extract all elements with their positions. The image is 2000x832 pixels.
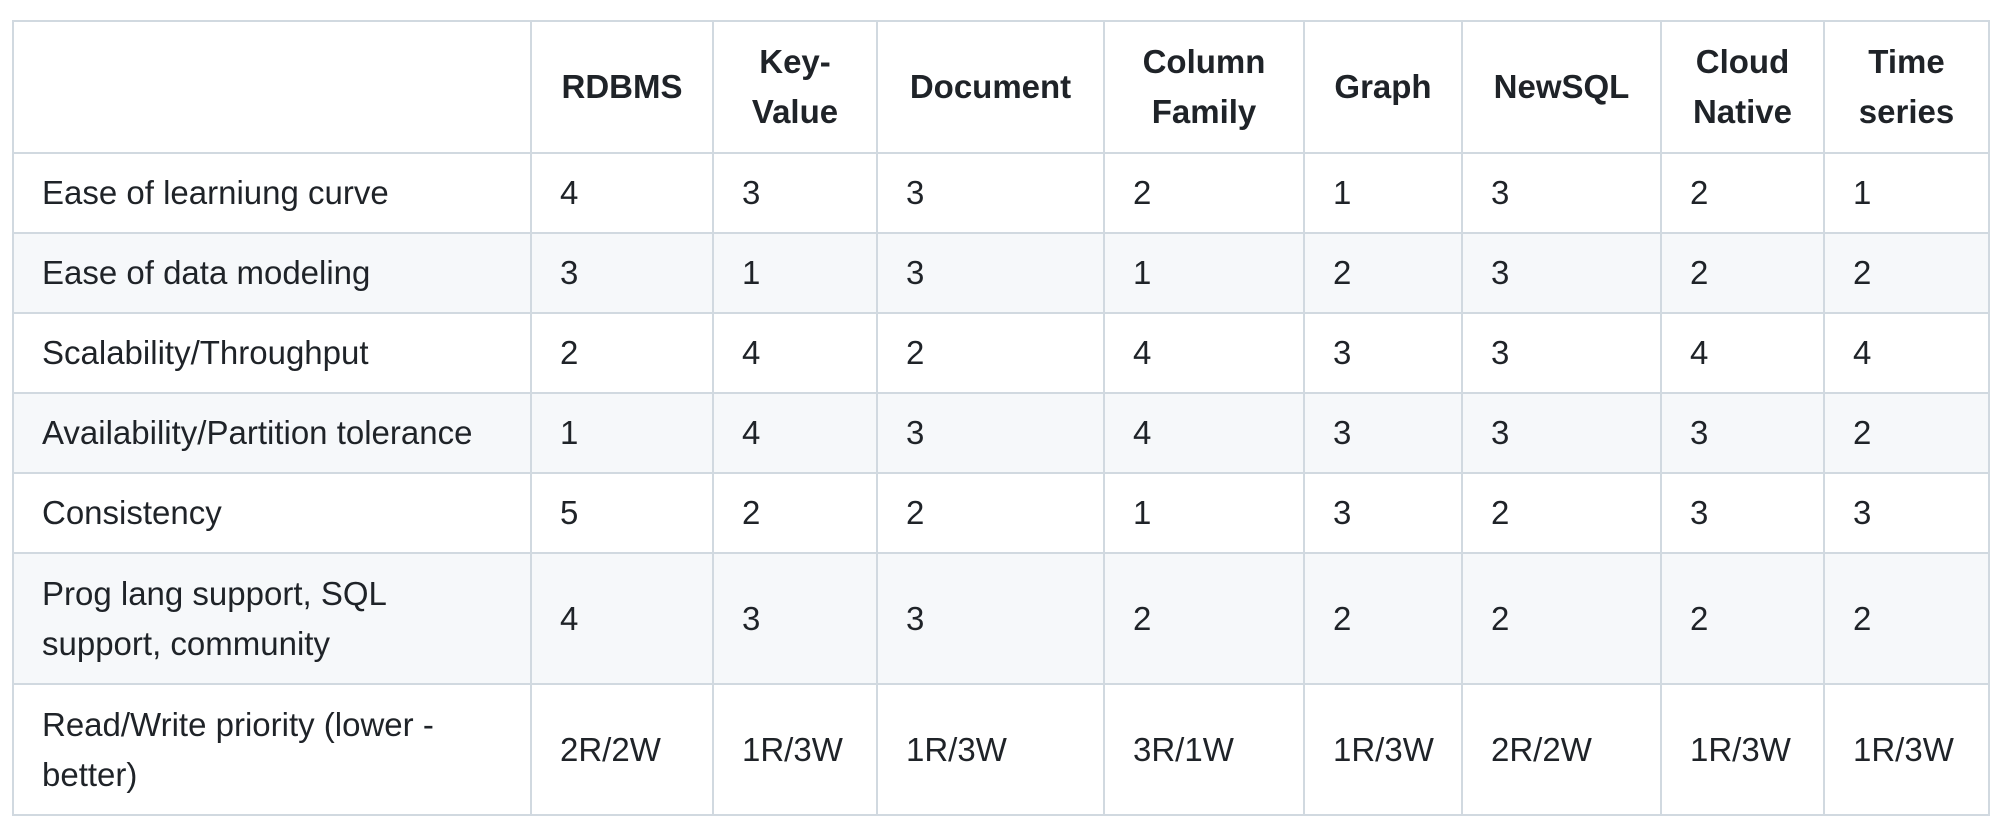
table-cell: 3 bbox=[712, 152, 878, 234]
table-cell: 4 bbox=[712, 392, 878, 474]
table-cell: 3 bbox=[1660, 472, 1825, 554]
table-cell: 1 bbox=[530, 392, 714, 474]
row-label: Scalability/Throughput bbox=[12, 312, 532, 394]
header-cell-document: Document bbox=[876, 20, 1105, 154]
table-cell: 2 bbox=[1660, 152, 1825, 234]
table-cell: 1R/3W bbox=[876, 683, 1105, 816]
table-cell: 2 bbox=[1823, 232, 1990, 314]
header-cell-graph: Graph bbox=[1303, 20, 1463, 154]
table-cell: 2 bbox=[1303, 552, 1463, 685]
table-cell: 3 bbox=[876, 152, 1105, 234]
table-cell: 3R/1W bbox=[1103, 683, 1305, 816]
table-cell: 4 bbox=[1823, 312, 1990, 394]
table-cell: 2 bbox=[1461, 552, 1662, 685]
header-line: Native bbox=[1692, 93, 1793, 130]
table-row: Consistency 5 2 2 1 3 2 3 3 bbox=[12, 472, 1990, 554]
table-cell: 3 bbox=[1461, 312, 1662, 394]
table-row: Ease of data modeling 3 1 3 1 2 3 2 2 bbox=[12, 232, 1990, 314]
header-line: series bbox=[1858, 93, 1955, 130]
header-cell-newsql: NewSQL bbox=[1461, 20, 1662, 154]
row-label: Ease of data modeling bbox=[12, 232, 532, 314]
table-cell: 3 bbox=[1823, 472, 1990, 554]
table-cell: 2 bbox=[530, 312, 714, 394]
header-line: Key- bbox=[759, 43, 831, 80]
table-cell: 3 bbox=[876, 552, 1105, 685]
header-cell-column-family: Column Family bbox=[1103, 20, 1305, 154]
table-cell: 1 bbox=[712, 232, 878, 314]
table-cell: 4 bbox=[1103, 312, 1305, 394]
table-cell: 1R/3W bbox=[712, 683, 878, 816]
table-cell: 1 bbox=[1103, 232, 1305, 314]
header-line: Column bbox=[1142, 43, 1266, 80]
table-row: Availability/Partition tolerance 1 4 3 4 3 3 3 2 bbox=[12, 392, 1990, 474]
table-cell: 2 bbox=[876, 472, 1105, 554]
header-cell-key-value: Key- Value bbox=[712, 20, 878, 154]
header-cell-rdbms: RDBMS bbox=[530, 20, 714, 154]
table-cell: 2 bbox=[1823, 552, 1990, 685]
table-cell: 2 bbox=[1103, 152, 1305, 234]
database-comparison-table: RDBMS Key- Value Document Column Family Gr… bbox=[12, 20, 1990, 816]
table-cell: 2 bbox=[1660, 552, 1825, 685]
row-label: Read/Write priority (lower - better) bbox=[12, 683, 532, 816]
table-cell: 2R/2W bbox=[530, 683, 714, 816]
header-cell-time-series: Time series bbox=[1823, 20, 1990, 154]
table-row: Ease of learniung curve 4 3 3 2 1 3 2 1 bbox=[12, 152, 1990, 234]
table-cell: 3 bbox=[1303, 392, 1463, 474]
header-line: Family bbox=[1151, 93, 1257, 130]
table-cell: 3 bbox=[1303, 312, 1463, 394]
table-cell: 1R/3W bbox=[1660, 683, 1825, 816]
table-cell: 3 bbox=[876, 392, 1105, 474]
header-line: Cloud bbox=[1695, 43, 1790, 80]
table-cell: 2 bbox=[712, 472, 878, 554]
comparison-table-container: RDBMS Key- Value Document Column Family Gr… bbox=[12, 20, 1990, 816]
table-cell: 4 bbox=[530, 152, 714, 234]
table-cell: 2 bbox=[1103, 552, 1305, 685]
table-cell: 4 bbox=[712, 312, 878, 394]
table-cell: 3 bbox=[1303, 472, 1463, 554]
header-line: Value bbox=[751, 93, 839, 130]
table-cell: 2 bbox=[1823, 392, 1990, 474]
table-cell: 3 bbox=[1461, 232, 1662, 314]
header-row: RDBMS Key- Value Document Column Family Gr… bbox=[12, 20, 1990, 154]
table-cell: 2 bbox=[876, 312, 1105, 394]
table-row: Scalability/Throughput 2 4 2 4 3 3 4 4 bbox=[12, 312, 1990, 394]
table-cell: 1 bbox=[1103, 472, 1305, 554]
header-cell-corner bbox=[12, 20, 532, 154]
table-row: Read/Write priority (lower - better) 2R/2… bbox=[12, 683, 1990, 816]
table-cell: 1 bbox=[1303, 152, 1463, 234]
table-cell: 3 bbox=[1461, 392, 1662, 474]
header-line: Time bbox=[1868, 43, 1945, 80]
table-cell: 3 bbox=[530, 232, 714, 314]
table-cell: 3 bbox=[876, 232, 1105, 314]
table-cell: 3 bbox=[1461, 152, 1662, 234]
row-label: Availability/Partition tolerance bbox=[12, 392, 532, 474]
table-cell: 4 bbox=[1103, 392, 1305, 474]
table-body: Ease of learniung curve 4 3 3 2 1 3 2 1 Ease of d… bbox=[12, 152, 1990, 816]
row-label: Consistency bbox=[12, 472, 532, 554]
table-cell: 4 bbox=[1660, 312, 1825, 394]
table-cell: 2 bbox=[1461, 472, 1662, 554]
table-row: Prog lang support, SQL support, communit… bbox=[12, 552, 1990, 685]
header-cell-cloud-native: Cloud Native bbox=[1660, 20, 1825, 154]
table-cell: 1R/3W bbox=[1823, 683, 1990, 816]
table-cell: 2 bbox=[1303, 232, 1463, 314]
table-cell: 1 bbox=[1823, 152, 1990, 234]
table-cell: 4 bbox=[530, 552, 714, 685]
row-label: Prog lang support, SQL support, communit… bbox=[12, 552, 532, 685]
table-cell: 5 bbox=[530, 472, 714, 554]
table-cell: 3 bbox=[712, 552, 878, 685]
row-label: Ease of learniung curve bbox=[12, 152, 532, 234]
table-cell: 2R/2W bbox=[1461, 683, 1662, 816]
table-cell: 3 bbox=[1660, 392, 1825, 474]
table-cell: 1R/3W bbox=[1303, 683, 1463, 816]
table-cell: 2 bbox=[1660, 232, 1825, 314]
